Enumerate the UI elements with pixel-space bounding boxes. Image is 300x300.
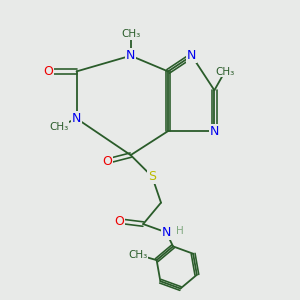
Text: O: O xyxy=(44,65,53,78)
Text: N: N xyxy=(72,112,81,125)
Text: CH₃: CH₃ xyxy=(129,250,148,260)
Text: H: H xyxy=(176,226,183,236)
Text: N: N xyxy=(210,124,219,137)
Text: S: S xyxy=(148,170,156,183)
Text: O: O xyxy=(103,154,112,168)
Text: O: O xyxy=(114,214,124,228)
Text: N: N xyxy=(162,226,171,239)
Text: CH₃: CH₃ xyxy=(49,122,68,132)
Text: CH₃: CH₃ xyxy=(121,29,140,39)
Text: N: N xyxy=(187,49,196,62)
Text: CH₃: CH₃ xyxy=(215,67,234,77)
Text: N: N xyxy=(126,49,135,62)
